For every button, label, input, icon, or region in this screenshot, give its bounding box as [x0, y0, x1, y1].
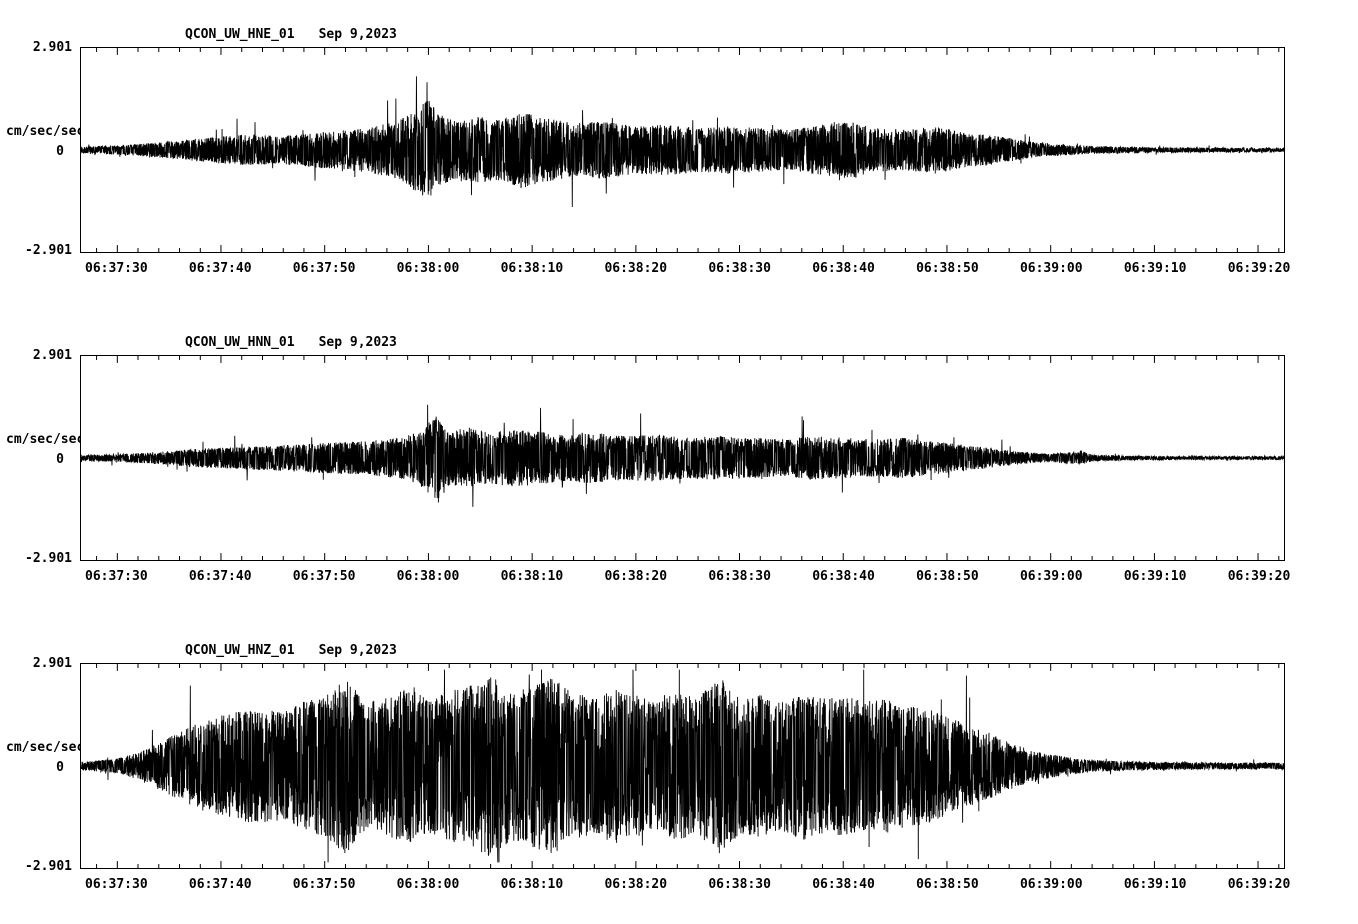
y-axis-max-label: 2.901 — [32, 656, 72, 671]
x-tick-label: 06:39:20 — [1227, 877, 1291, 892]
x-tick-label: 06:38:40 — [812, 261, 875, 276]
station-channel-label: QCON_UW_HNE_01 — [185, 27, 295, 42]
trace-title: QCON_UW_HNN_01 Sep 9,2023 — [185, 335, 397, 350]
waveform-svg — [81, 356, 1284, 560]
x-tick-label: 06:38:20 — [604, 569, 668, 584]
station-channel-label: QCON_UW_HNZ_01 — [185, 643, 295, 658]
y-axis-units-label: cm/sec/sec — [6, 740, 85, 755]
waveform-plot — [80, 47, 1285, 253]
x-tick-label: 06:38:20 — [604, 877, 668, 892]
x-tick-label: 06:37:50 — [292, 877, 356, 892]
waveform-plot — [80, 355, 1285, 561]
trace-title: QCON_UW_HNZ_01 Sep 9,2023 — [185, 643, 397, 658]
x-tick-label: 06:39:10 — [1123, 261, 1187, 276]
date-label: Sep 9,2023 — [318, 27, 397, 42]
y-axis-zero-label: 0 — [56, 760, 64, 775]
x-tick-label: 06:39:10 — [1123, 569, 1187, 584]
seismogram-panel-hnz: 2.901 cm/sec/sec 0 -2.901 QCON_UW_HNZ_01… — [0, 616, 1358, 924]
x-tick-label: 06:38:50 — [916, 877, 979, 892]
x-tick-label: 06:37:40 — [188, 261, 252, 276]
y-axis-zero-label: 0 — [56, 144, 64, 159]
x-tick-label: 06:38:10 — [500, 877, 564, 892]
seismogram-panel-hnn: 2.901 cm/sec/sec 0 -2.901 QCON_UW_HNN_01… — [0, 308, 1358, 616]
y-axis-zero-label: 0 — [56, 452, 64, 467]
waveform-plot — [80, 663, 1285, 869]
x-tick-label: 06:39:20 — [1227, 261, 1291, 276]
x-tick-label: 06:38:20 — [604, 261, 668, 276]
x-tick-label: 06:37:40 — [188, 877, 252, 892]
x-tick-label: 06:38:00 — [396, 877, 460, 892]
x-tick-label: 06:38:40 — [812, 877, 875, 892]
x-axis-tick-labels: 06:37:30 06:37:40 06:37:50 06:38:00 06:38:10… — [0, 877, 1358, 895]
y-axis-units-label: cm/sec/sec — [6, 432, 85, 447]
x-tick-label: 06:37:50 — [292, 569, 356, 584]
x-tick-label: 06:39:00 — [1019, 261, 1083, 276]
y-axis-min-label: -2.901 — [25, 243, 72, 258]
y-axis-min-label: -2.901 — [25, 859, 72, 874]
trace-title: QCON_UW_HNE_01 Sep 9,2023 — [185, 27, 397, 42]
seismogram-panel-hne: 2.901 cm/sec/sec 0 -2.901 QCON_UW_HNE_01… — [0, 0, 1358, 308]
x-tick-label: 06:38:30 — [708, 261, 771, 276]
x-tick-label: 06:38:50 — [916, 569, 979, 584]
waveform-svg — [81, 48, 1284, 252]
x-tick-label: 06:38:00 — [396, 569, 460, 584]
station-channel-label: QCON_UW_HNN_01 — [185, 335, 295, 350]
x-tick-label: 06:37:40 — [188, 569, 252, 584]
waveform-svg — [81, 664, 1284, 868]
x-tick-label: 06:39:10 — [1123, 877, 1187, 892]
x-tick-label: 06:38:30 — [708, 877, 771, 892]
x-tick-label: 06:38:40 — [812, 569, 875, 584]
date-label: Sep 9,2023 — [318, 643, 397, 658]
y-axis-min-label: -2.901 — [25, 551, 72, 566]
x-tick-label: 06:37:30 — [85, 877, 148, 892]
x-tick-label: 06:37:30 — [85, 569, 148, 584]
x-tick-label: 06:39:00 — [1019, 569, 1083, 584]
x-tick-label: 06:39:00 — [1019, 877, 1083, 892]
x-tick-label: 06:38:10 — [500, 569, 564, 584]
x-tick-label: 06:38:10 — [500, 261, 564, 276]
x-tick-label: 06:39:20 — [1227, 569, 1291, 584]
x-axis-tick-labels: 06:37:30 06:37:40 06:37:50 06:38:00 06:38:10… — [0, 261, 1358, 279]
x-axis-tick-labels: 06:37:30 06:37:40 06:37:50 06:38:00 06:38:10… — [0, 569, 1358, 587]
y-axis-max-label: 2.901 — [32, 348, 72, 363]
y-axis-max-label: 2.901 — [32, 40, 72, 55]
date-label: Sep 9,2023 — [318, 335, 397, 350]
x-tick-label: 06:38:00 — [396, 261, 460, 276]
x-tick-label: 06:38:30 — [708, 569, 771, 584]
y-axis-units-label: cm/sec/sec — [6, 124, 85, 139]
x-tick-label: 06:37:30 — [85, 261, 148, 276]
x-tick-label: 06:37:50 — [292, 261, 356, 276]
x-tick-label: 06:38:50 — [916, 261, 979, 276]
